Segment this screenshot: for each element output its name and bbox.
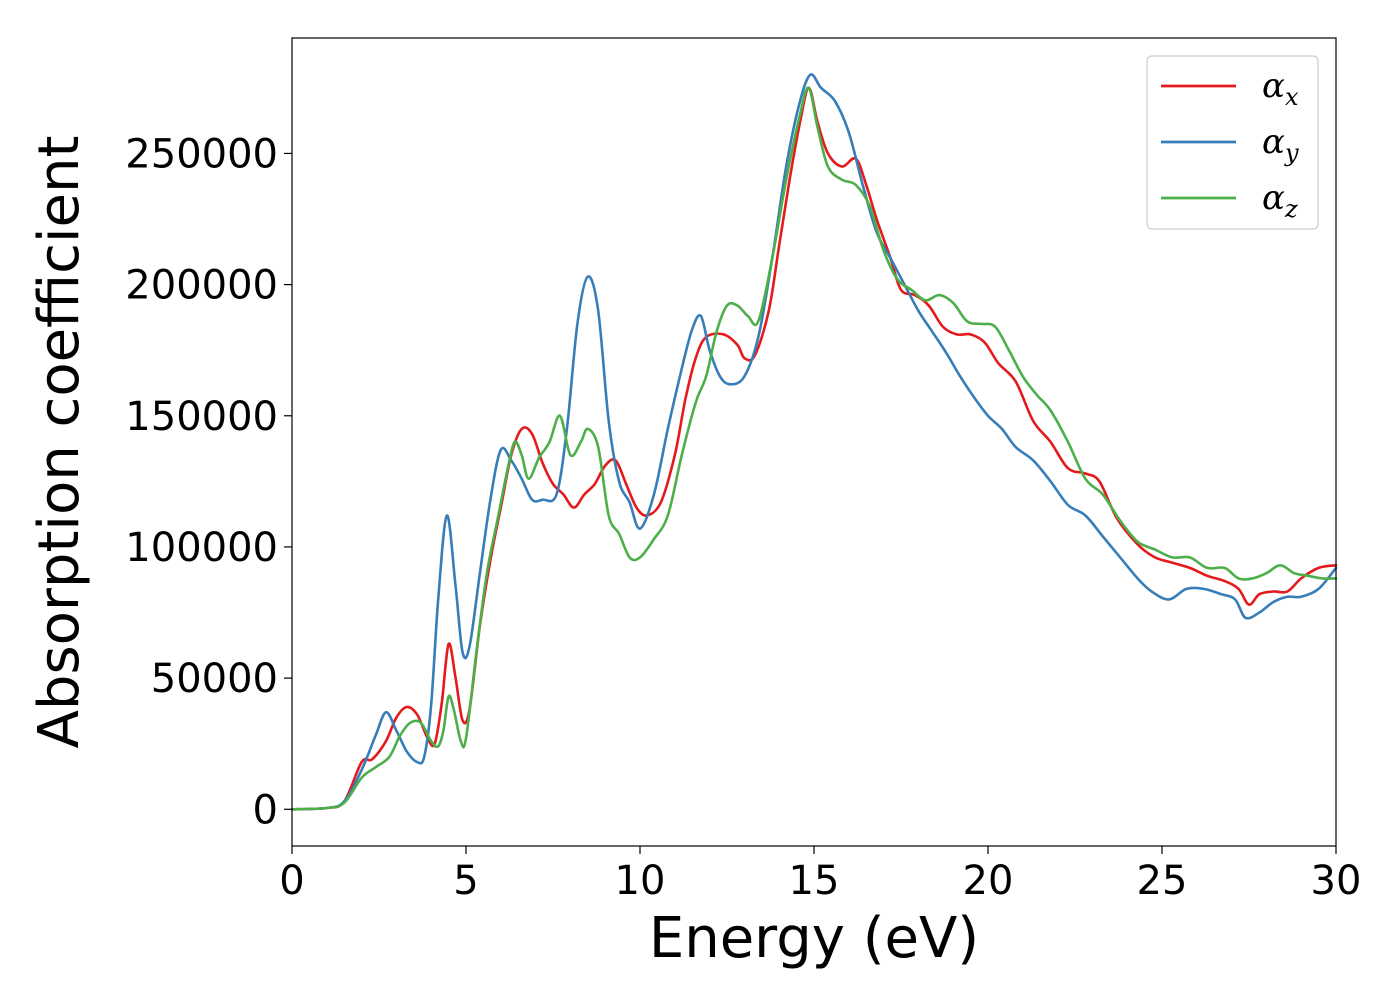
x-tick-label: 15 <box>789 858 840 904</box>
x-tick-label: 25 <box>1137 858 1188 904</box>
y-tick-label: 200000 <box>125 263 278 309</box>
legend: αx αy αz <box>1146 55 1319 230</box>
y-tick-label: 250000 <box>125 131 278 177</box>
y-axis-ticks: 0 50000 100000 150000 200000 250000 <box>125 131 292 833</box>
x-axis-ticks: 0 5 10 15 20 25 30 <box>279 846 1361 904</box>
x-tick-label: 0 <box>279 858 304 904</box>
x-axis-title: Energy (eV) <box>649 906 979 971</box>
x-tick-label: 30 <box>1311 858 1362 904</box>
y-tick-label: 150000 <box>125 394 278 440</box>
x-tick-label: 5 <box>453 858 478 904</box>
legend-label-x: αx <box>1262 66 1299 111</box>
series-layer <box>290 73 1338 811</box>
y-tick-label: 100000 <box>125 525 278 571</box>
series-line-z <box>290 86 1338 811</box>
y-axis-title: Absorption coefficient <box>27 136 92 749</box>
x-tick-label: 20 <box>963 858 1014 904</box>
y-tick-label: 50000 <box>151 656 278 702</box>
legend-label-y: αy <box>1262 122 1299 167</box>
y-tick-label: 0 <box>253 787 278 833</box>
series-line-x <box>290 86 1338 811</box>
series-line-y <box>290 73 1338 811</box>
x-tick-label: 10 <box>615 858 666 904</box>
legend-label-z: αz <box>1262 178 1298 223</box>
